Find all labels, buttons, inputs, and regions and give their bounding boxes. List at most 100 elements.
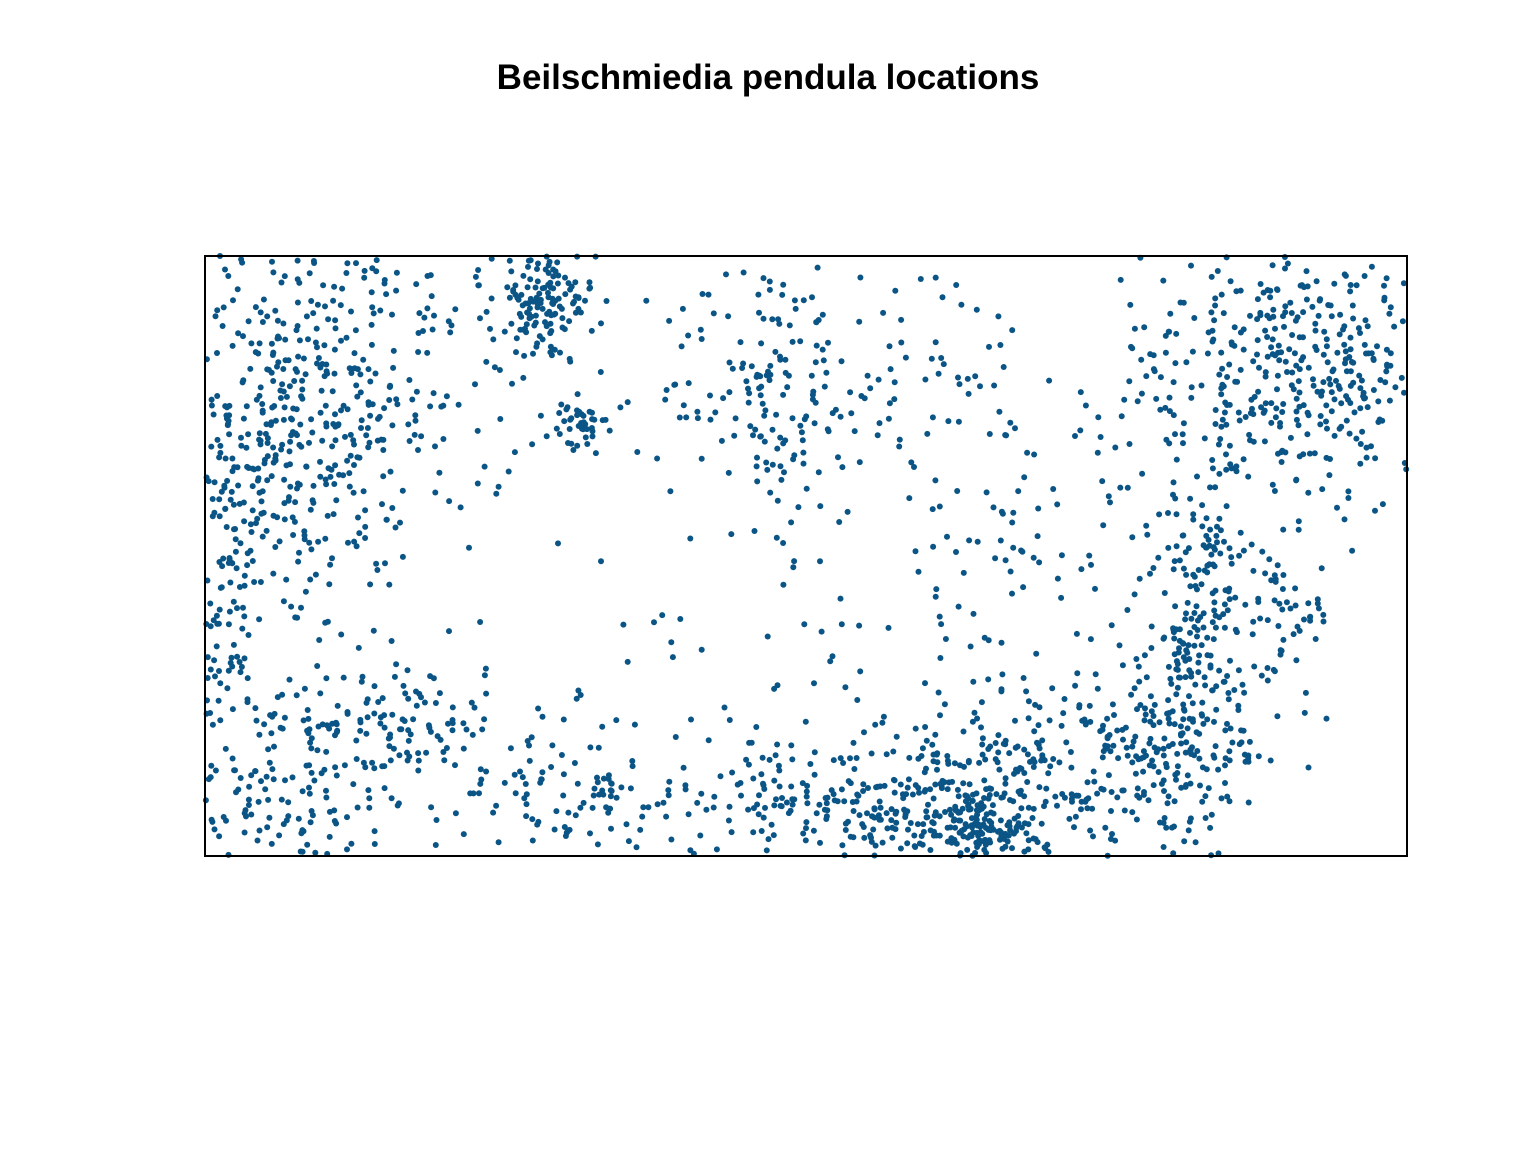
data-point: [992, 756, 999, 763]
data-point: [529, 816, 536, 823]
data-point: [782, 437, 789, 444]
data-point: [1087, 718, 1094, 725]
data-point: [883, 751, 890, 758]
data-point: [1274, 713, 1281, 720]
data-point: [1207, 664, 1214, 671]
data-point: [410, 716, 417, 723]
data-point: [956, 829, 963, 836]
data-point: [264, 453, 271, 460]
data-point: [1100, 522, 1107, 529]
data-point: [329, 555, 335, 562]
data-point: [1226, 361, 1233, 368]
data-point: [423, 749, 430, 756]
data-point: [668, 836, 675, 843]
data-point: [219, 323, 226, 329]
data-point: [1328, 389, 1335, 396]
data-point: [1274, 372, 1281, 379]
data-point: [298, 443, 305, 450]
data-point: [1235, 667, 1242, 674]
data-point: [1218, 291, 1225, 298]
data-point: [1258, 672, 1265, 679]
data-point: [775, 316, 782, 323]
data-point: [932, 477, 939, 484]
data-point: [310, 482, 317, 489]
data-point: [992, 555, 999, 562]
data-point: [440, 402, 447, 409]
data-point: [1156, 511, 1163, 518]
data-point: [871, 805, 878, 812]
data-point: [1024, 779, 1031, 785]
data-point: [1347, 282, 1354, 288]
data-point: [1135, 756, 1142, 763]
data-point: [1087, 827, 1094, 834]
data-point: [1223, 421, 1230, 428]
data-point: [1212, 624, 1219, 631]
data-point: [864, 810, 870, 817]
data-point: [812, 359, 819, 366]
data-point: [575, 295, 582, 301]
data-point: [383, 516, 390, 523]
data-point: [923, 737, 930, 744]
data-point: [559, 315, 566, 322]
data-point: [358, 417, 365, 424]
data-point: [539, 305, 546, 312]
data-point: [1148, 623, 1155, 630]
data-point: [528, 734, 535, 741]
data-point: [311, 777, 318, 784]
data-point: [1305, 412, 1312, 419]
data-point: [573, 695, 580, 702]
data-point: [524, 738, 531, 744]
data-point: [1239, 681, 1246, 688]
data-point: [1214, 523, 1220, 530]
data-point: [1218, 385, 1225, 392]
data-point: [357, 371, 364, 378]
data-point: [909, 791, 916, 798]
data-point: [315, 538, 322, 545]
data-point: [371, 683, 378, 690]
data-point: [245, 796, 252, 803]
data-point: [255, 798, 262, 805]
data-point: [436, 469, 443, 476]
data-point: [1109, 701, 1116, 708]
data-point: [331, 818, 338, 824]
data-point: [851, 428, 858, 435]
data-point: [864, 372, 871, 379]
data-point: [1165, 697, 1172, 704]
data-point: [835, 454, 841, 461]
data-point: [271, 743, 277, 750]
data-point: [1184, 725, 1191, 732]
data-point: [699, 291, 706, 297]
data-point: [842, 684, 849, 691]
data-point: [1319, 486, 1326, 493]
data-point: [761, 438, 768, 445]
data-point: [526, 315, 533, 322]
data-point: [954, 786, 961, 793]
data-point: [1282, 358, 1289, 365]
data-point: [1020, 584, 1027, 591]
data-point: [1343, 417, 1350, 424]
data-point: [305, 715, 312, 722]
data-point: [1203, 532, 1210, 539]
data-point: [1335, 383, 1342, 389]
data-point: [286, 676, 293, 683]
data-point: [427, 272, 434, 279]
data-point: [1210, 636, 1217, 643]
data-point: [678, 343, 685, 350]
data-point: [377, 307, 384, 314]
data-point: [1150, 763, 1157, 770]
data-point: [1319, 388, 1325, 395]
data-point: [603, 804, 610, 811]
data-point: [263, 421, 270, 428]
data-point: [1063, 739, 1070, 746]
data-point: [1196, 755, 1203, 762]
data-point: [1301, 284, 1307, 291]
data-point: [830, 757, 837, 764]
data-point: [325, 316, 332, 323]
data-point: [364, 425, 371, 431]
data-point: [452, 306, 459, 313]
data-point: [216, 454, 223, 461]
data-point: [1034, 533, 1041, 540]
data-point: [241, 582, 248, 589]
data-point: [1010, 544, 1017, 551]
data-point: [1387, 350, 1394, 357]
